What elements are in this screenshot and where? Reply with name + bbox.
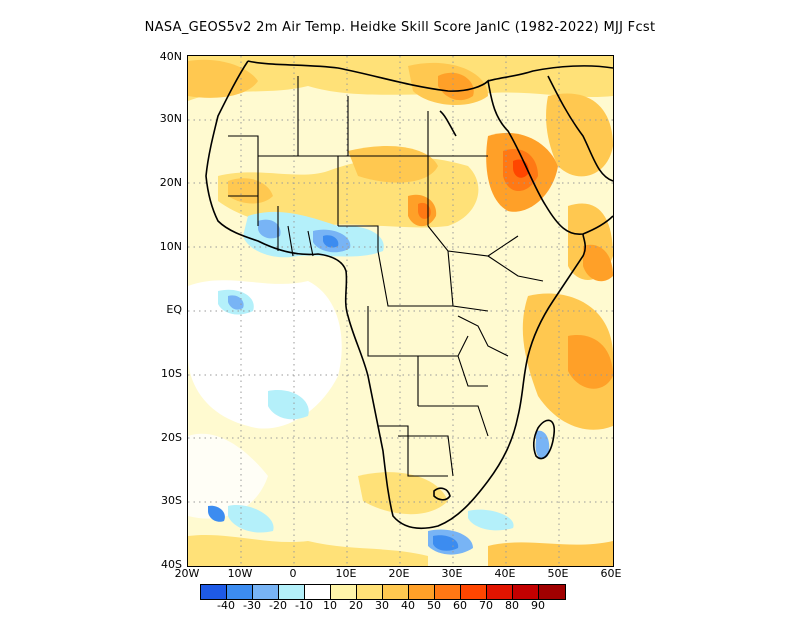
colorbar-tick-label: 10	[323, 599, 337, 612]
colorbar-swatch	[227, 585, 253, 599]
colorbar-swatch	[279, 585, 305, 599]
lat-label: 30S	[161, 494, 182, 507]
lon-label: 30E	[441, 567, 463, 580]
colorbar-tick-label: 70	[479, 599, 493, 612]
lat-label: 40N	[159, 50, 182, 63]
colorbar-swatch	[461, 585, 487, 599]
colorbar-swatch	[201, 585, 227, 599]
lon-label: 0	[289, 567, 297, 580]
colorbar-swatch	[487, 585, 513, 599]
lat-label: 10S	[161, 367, 182, 380]
colorbar-tick-label: 20	[349, 599, 363, 612]
colorbar-swatch	[513, 585, 539, 599]
colorbar-swatch	[383, 585, 409, 599]
colorbar-tick-label: -10	[295, 599, 313, 612]
colorbar	[200, 584, 566, 600]
lat-label: 20S	[161, 431, 182, 444]
colorbar-tick-label: 80	[505, 599, 519, 612]
colorbar-swatch	[253, 585, 279, 599]
lat-label: 20N	[159, 176, 182, 189]
colorbar-swatch	[409, 585, 435, 599]
map-panel	[187, 55, 614, 567]
plot-title: NASA_GEOS5v2 2m Air Temp. Heidke Skill S…	[144, 20, 656, 35]
colorbar-swatch	[357, 585, 383, 599]
lon-label: 10E	[335, 567, 357, 580]
lon-label: 50E	[547, 567, 569, 580]
colorbar-tick-label: 50	[427, 599, 441, 612]
lat-label: 40S	[161, 558, 182, 571]
lon-label: 60E	[600, 567, 622, 580]
colorbar-swatch	[435, 585, 461, 599]
colorbar-tick-label: 30	[375, 599, 389, 612]
colorbar-tick-label: 60	[453, 599, 467, 612]
colorbar-swatch	[539, 585, 565, 599]
lat-label: 30N	[159, 112, 182, 125]
colorbar-swatch	[331, 585, 357, 599]
lat-label: 10N	[159, 240, 182, 253]
country-borders	[228, 76, 544, 477]
lon-label: 10W	[227, 567, 253, 580]
colorbar-tick-label: 40	[401, 599, 415, 612]
colorbar-tick-label: -40	[217, 599, 235, 612]
lon-label: 20E	[388, 567, 410, 580]
colorbar-tick-label: -30	[243, 599, 261, 612]
colorbar-swatch	[305, 585, 331, 599]
lon-label: 20W	[174, 567, 200, 580]
colorbar-tick-label: 90	[531, 599, 545, 612]
lon-label: 40E	[494, 567, 516, 580]
skill-score-map	[188, 56, 613, 566]
lat-label: EQ	[166, 303, 182, 316]
colorbar-tick-label: -20	[269, 599, 287, 612]
